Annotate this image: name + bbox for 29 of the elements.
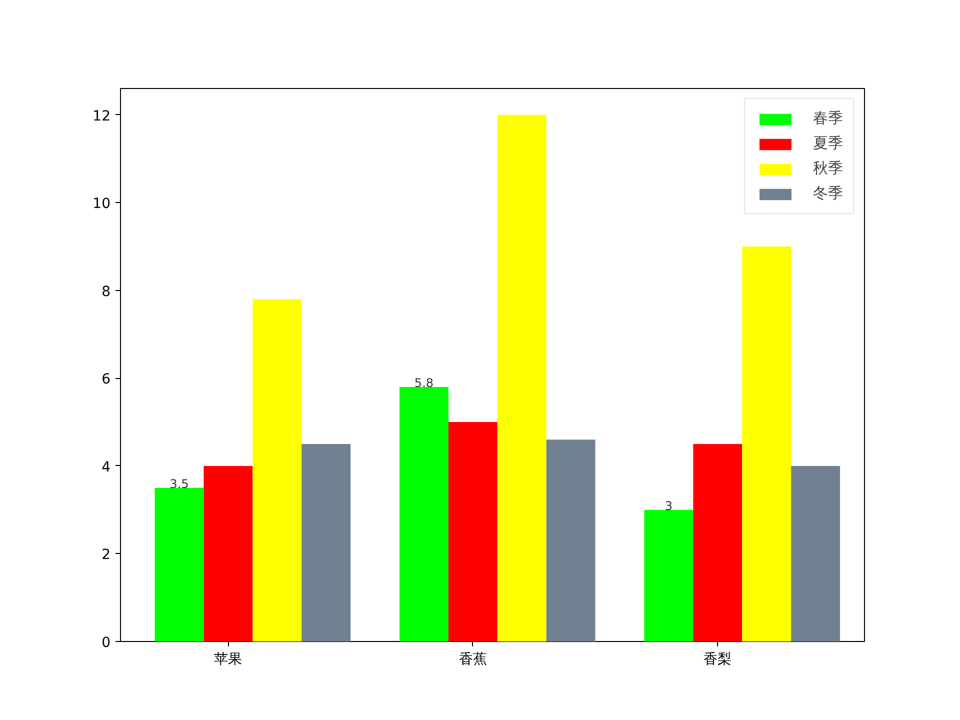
bar [546, 440, 596, 642]
y-tick-label: 0 [102, 635, 111, 651]
data-label: 5.8 [414, 376, 434, 390]
bar [400, 386, 448, 642]
legend-label: 秋季 [813, 159, 843, 178]
y-tick-label: 2 [102, 547, 111, 564]
bar [791, 466, 840, 642]
bar [302, 444, 351, 642]
bar [252, 299, 302, 642]
data-label: 3.5 [170, 476, 189, 491]
bar [742, 246, 792, 642]
bar [204, 466, 253, 642]
bar [644, 510, 694, 642]
x-tick-label: 香梨 [704, 652, 732, 668]
y-tick-label: 8 [102, 284, 111, 300]
y-tick-label: 6 [102, 372, 111, 388]
y-tick-label: 4 [102, 459, 111, 476]
bar [154, 488, 204, 642]
bar [497, 114, 546, 642]
x-tick-label: 香蕉 [458, 652, 487, 668]
y-tick-label: 10 [92, 196, 111, 212]
legend-label: 冬季 [813, 184, 843, 203]
bar [693, 444, 742, 642]
y-tick-label: 12 [92, 108, 111, 124]
legend-label: 夏季 [813, 134, 843, 153]
bar [448, 422, 498, 642]
data-label: 3 [664, 498, 673, 513]
x-tick-label: 苹果 [214, 652, 242, 668]
legend-label: 春季 [813, 109, 843, 128]
